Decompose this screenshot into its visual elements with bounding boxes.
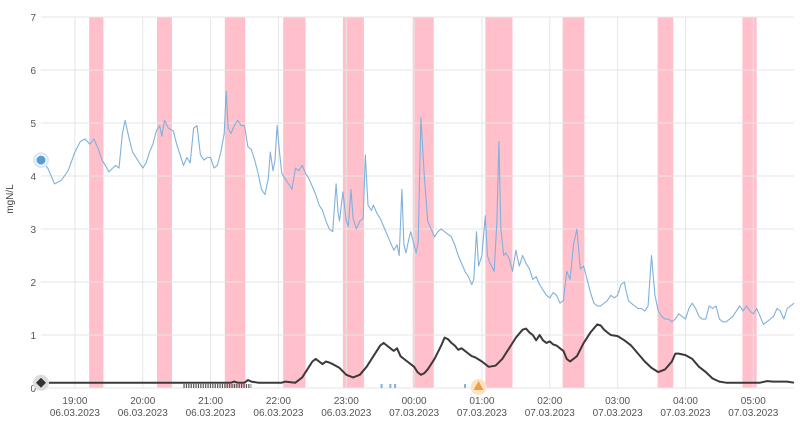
event-flag-tick (380, 384, 383, 388)
y-tick-label: 5 (30, 119, 36, 130)
highlight-band (283, 17, 306, 388)
highlight-band (657, 17, 674, 388)
y-axis-ticks: 0 1 2 3 4 5 6 7 (30, 13, 36, 395)
x-axis-ticks: 19:0006.03.202320:0006.03.202321:0006.03… (50, 396, 779, 419)
x-tick-time-label: 22:00 (266, 396, 291, 407)
y-tick-label: 7 (30, 13, 36, 24)
highlight-band (89, 17, 104, 388)
series-lines (40, 90, 795, 384)
highlight-band (224, 17, 246, 388)
x-tick-date-label: 06.03.2023 (50, 408, 100, 419)
y-axis-title: mgN/L (5, 184, 16, 214)
highlight-band (157, 17, 172, 388)
highlight-band (485, 17, 513, 388)
x-tick-date-label: 07.03.2023 (525, 408, 575, 419)
x-tick-time-label: 04:00 (673, 396, 698, 407)
x-tick-date-label: 07.03.2023 (660, 408, 710, 419)
y-tick-label: 1 (30, 331, 36, 342)
x-tick-date-label: 06.03.2023 (118, 408, 168, 419)
event-marker-triangle[interactable] (473, 381, 484, 390)
event-flags (183, 384, 466, 388)
x-tick-time-label: 21:00 (198, 396, 223, 407)
x-tick-date-label: 07.03.2023 (593, 408, 643, 419)
x-tick-time-label: 02:00 (537, 396, 562, 407)
x-tick-date-label: 06.03.2023 (321, 408, 371, 419)
x-tick-time-label: 23:00 (334, 396, 359, 407)
x-tick-time-label: 00:00 (402, 396, 427, 407)
highlight-band (342, 17, 364, 388)
event-flag-tick (394, 384, 397, 388)
highlight-band (742, 17, 757, 388)
event-flag-tick (389, 384, 392, 388)
x-tick-time-label: 03:00 (605, 396, 630, 407)
x-tick-date-label: 07.03.2023 (457, 408, 507, 419)
highlight-bands (89, 17, 757, 388)
x-tick-time-label: 05:00 (741, 396, 766, 407)
x-tick-date-label: 06.03.2023 (253, 408, 303, 419)
y-tick-label: 6 (30, 66, 36, 77)
event-flag-tick (463, 384, 466, 388)
x-tick-time-label: 19:00 (62, 396, 87, 407)
y-tick-label: 4 (30, 172, 36, 183)
x-tick-time-label: 20:00 (130, 396, 155, 407)
x-tick-date-label: 07.03.2023 (389, 408, 439, 419)
x-tick-time-label: 01:00 (469, 396, 494, 407)
gridlines (41, 16, 794, 389)
x-tick-date-label: 07.03.2023 (728, 408, 778, 419)
series-marker-circle[interactable] (35, 154, 47, 166)
y-tick-label: 3 (30, 225, 36, 236)
highlight-band (412, 17, 434, 388)
series-marker-diamond[interactable] (36, 377, 46, 388)
y-tick-label: 2 (30, 278, 36, 289)
x-tick-date-label: 06.03.2023 (186, 408, 236, 419)
series-line-light (40, 90, 795, 325)
series-markers[interactable] (33, 152, 487, 395)
series-line-dark (41, 323, 795, 384)
highlight-band (562, 17, 585, 388)
y-tick-label: 0 (30, 384, 36, 395)
